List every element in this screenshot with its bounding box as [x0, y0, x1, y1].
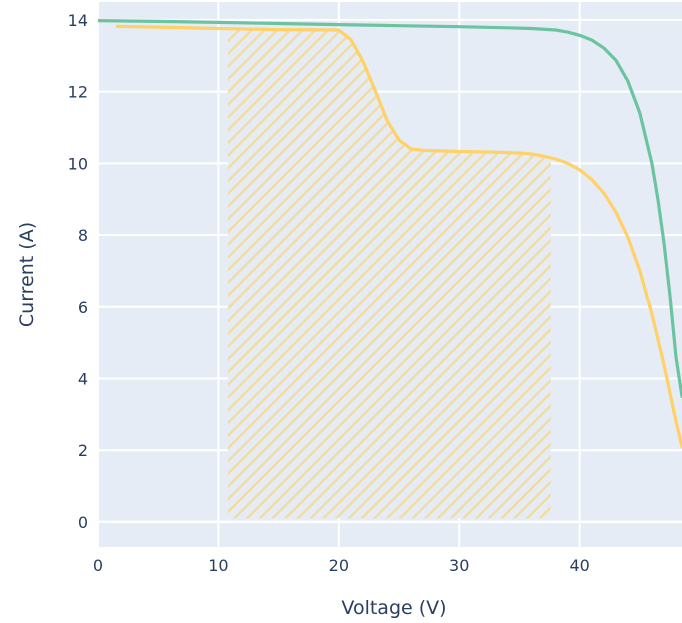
y-tick-label: 4	[78, 369, 88, 388]
y-tick-label: 14	[68, 11, 88, 30]
x-tick-label: 30	[449, 556, 469, 575]
series-line-1	[98, 19, 682, 398]
series-line-2	[115, 24, 682, 449]
y-tick-label: 6	[78, 298, 88, 317]
y-tick-label: 8	[78, 226, 88, 245]
y-axis-title: Current (A)	[16, 222, 38, 327]
x-tick-label: 40	[569, 556, 589, 575]
x-tick-label: 0	[93, 556, 103, 575]
y-tick-label: 0	[78, 513, 88, 532]
y-tick-label: 10	[68, 154, 88, 173]
x-tick-label: 10	[208, 556, 228, 575]
tick-labels: 0 10 20 30 40 0 2 4 6 8 10 12 14	[68, 11, 590, 575]
x-axis-title: Voltage (V)	[341, 597, 446, 619]
y-tick-label: 2	[78, 441, 88, 460]
y-tick-label: 12	[68, 83, 88, 102]
x-tick-label: 20	[329, 556, 349, 575]
series-lines	[98, 19, 682, 449]
